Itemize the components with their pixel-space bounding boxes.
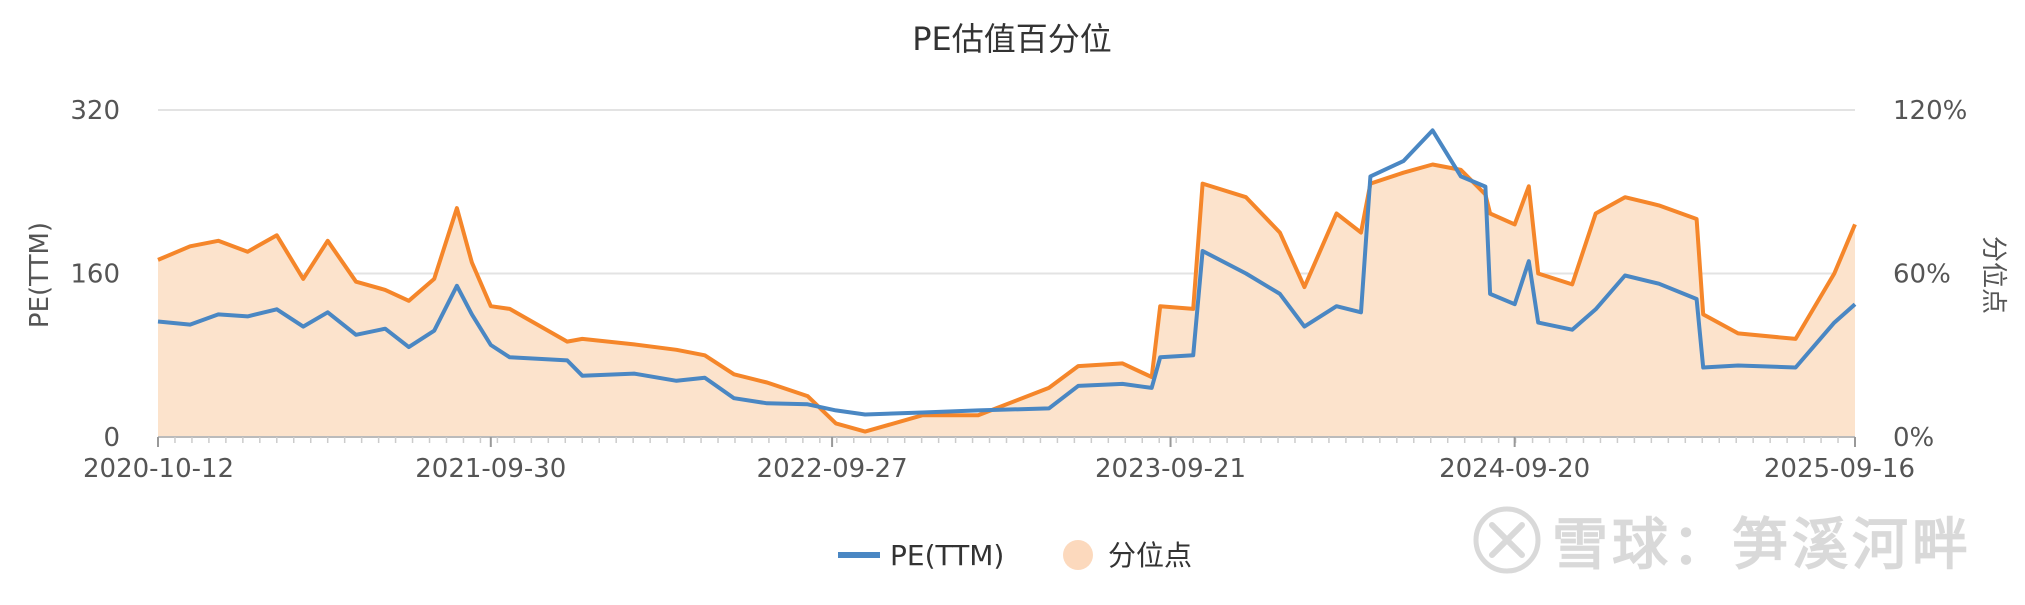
percentile-area-layer (158, 164, 1855, 437)
legend-label-pe: PE(TTM) (890, 539, 1004, 572)
axes-layer: 0 0% 160 60% 320 120% 2020-10-12 2021-09-30 2022… (70, 96, 1967, 484)
x-tick-label: 2023-09-21 (1095, 454, 1246, 484)
x-tick-label: 2021-09-30 (415, 454, 566, 484)
y-axis-right-title: 分位点 (1978, 236, 2008, 314)
watermark: 雪球：笋溪河畔 (1472, 500, 1972, 580)
percentile-area-fill (158, 164, 1855, 437)
y-left-tick-label: 320 (70, 96, 120, 126)
y-right-tick-label: 0% (1893, 423, 1934, 453)
x-tick-label: 2020-10-12 (83, 454, 234, 484)
y-left-tick-label: 0 (103, 423, 120, 453)
legend-item-percentile[interactable]: 分位点 (1063, 539, 1192, 572)
y-left-tick-label: 160 (70, 260, 120, 290)
pe-ttm-series-line (157, 128, 1857, 417)
y-axis-left-title: PE(TTM) (25, 222, 55, 328)
y-right-tick-label: 120% (1893, 96, 1967, 126)
legend-dot-swatch (1063, 540, 1093, 570)
series-lines-layer (157, 128, 1857, 434)
x-tick-label: 2024-09-20 (1439, 454, 1590, 484)
legend-item-pe[interactable]: PE(TTM) (838, 539, 1004, 572)
x-tick-label: 2022-09-27 (757, 454, 908, 484)
snowball-logo-icon (1473, 506, 1541, 574)
legend-label-percentile: 分位点 (1108, 539, 1192, 572)
watermark-text: 雪球：笋溪河畔 (1552, 512, 1972, 578)
legend[interactable]: PE(TTM) 分位点 (838, 539, 1192, 572)
percentile-series-line (157, 162, 1857, 434)
chart-title: PE估值百分位 (912, 20, 1112, 58)
y-right-tick-label: 60% (1893, 260, 1951, 290)
x-tick-label: 2025-09-16 (1764, 454, 1915, 484)
